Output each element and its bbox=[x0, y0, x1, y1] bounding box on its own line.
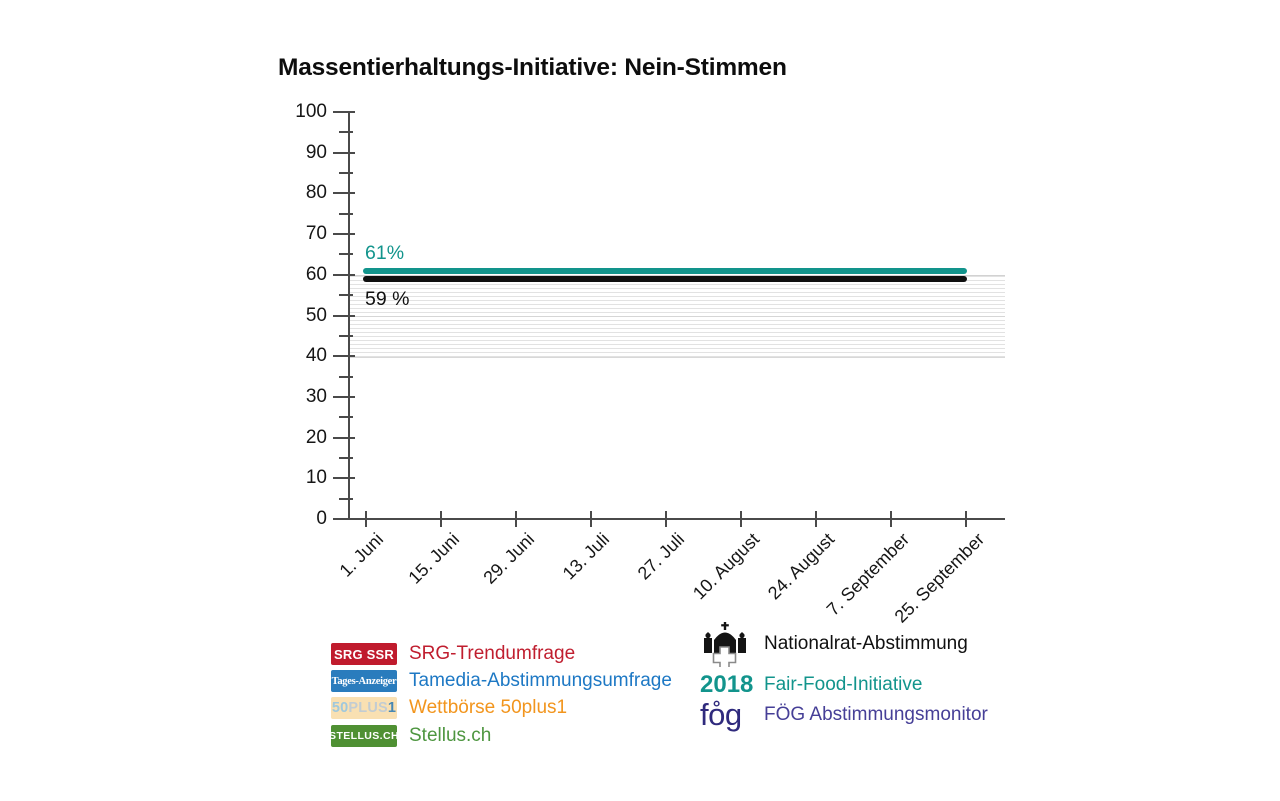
bundeshaus-icon bbox=[700, 621, 750, 670]
50plus1-logo-part2: PLUS bbox=[348, 700, 388, 716]
y-minor-tick bbox=[339, 375, 353, 378]
legend-label-nationalrat: Nationalrat-Abstimmung bbox=[764, 633, 968, 654]
y-minor-tick bbox=[339, 172, 353, 175]
x-tick bbox=[364, 511, 367, 527]
x-tick-label: 27. Juli bbox=[633, 529, 689, 584]
legend-row-srg: SRG SSR SRG-Trendumfrage bbox=[331, 643, 575, 665]
y-tick-label: 30 bbox=[305, 385, 327, 407]
legend-row-tamedia: Tages-Anzeiger Tamedia-Abstimmungsumfrag… bbox=[331, 670, 672, 692]
y-tick-label: 100 bbox=[295, 101, 327, 122]
series-line-59 bbox=[363, 275, 967, 282]
series-line-61 bbox=[363, 267, 967, 274]
chart-title: Massentierhaltungs-Initiative: Nein-Stim… bbox=[278, 54, 787, 81]
band-mid-line bbox=[350, 315, 1005, 317]
y-major-tick bbox=[333, 314, 355, 317]
x-tick bbox=[514, 511, 517, 527]
foeg-logo: fo̊g bbox=[700, 697, 742, 732]
y-tick-label: 10 bbox=[305, 467, 327, 489]
y-minor-tick bbox=[339, 497, 353, 500]
x-tick-label: 13. Juli bbox=[558, 529, 613, 584]
y-tick-label: 0 bbox=[316, 508, 327, 529]
x-tick bbox=[740, 511, 742, 527]
y-minor-tick bbox=[339, 456, 353, 459]
x-tick bbox=[815, 511, 818, 527]
y-minor-tick bbox=[339, 294, 353, 297]
y-minor-tick bbox=[339, 131, 353, 134]
legend-label-50plus1: Wettbörse 50plus1 bbox=[409, 697, 568, 718]
y-minor-tick bbox=[339, 334, 353, 337]
y-tick-label: 50 bbox=[305, 304, 327, 326]
y-tick-label: 60 bbox=[305, 263, 327, 285]
y-tick-label: 40 bbox=[305, 345, 327, 367]
legend-label-srg: SRG-Trendumfrage bbox=[409, 643, 576, 664]
x-tick bbox=[965, 511, 968, 527]
legend-row-50plus1: 50 PLUS 1 Wettbörse 50plus1 bbox=[331, 697, 567, 719]
y-tick-label: 80 bbox=[305, 182, 327, 204]
x-tick-label: 1. Juni bbox=[335, 529, 388, 581]
50plus1-logo-part1: 50 bbox=[331, 700, 349, 716]
legend-row-fairfood: 2018 Fair-Food-Initiative bbox=[700, 671, 922, 699]
y-major-tick bbox=[333, 233, 355, 236]
legend-row-foeg: fo̊g FÖG Abstimmungsmonitor bbox=[700, 699, 988, 730]
y-major-tick bbox=[333, 436, 355, 439]
y-major-tick bbox=[333, 395, 355, 398]
y-major-tick bbox=[333, 192, 355, 195]
y-minor-tick bbox=[339, 253, 353, 256]
tages-anzeiger-logo: Tages-Anzeiger bbox=[331, 670, 397, 692]
legend-label-foeg: FÖG Abstimmungsmonitor bbox=[764, 703, 988, 725]
x-tick-label: 29. Juni bbox=[479, 529, 538, 588]
y-tick-label: 20 bbox=[305, 426, 327, 448]
y-major-tick bbox=[333, 518, 355, 520]
x-tick bbox=[589, 511, 592, 527]
x-tick-label: 15. Juni bbox=[404, 529, 463, 588]
y-major-tick bbox=[333, 273, 355, 276]
series-value-label: 61% bbox=[365, 241, 405, 264]
y-tick-label: 70 bbox=[305, 223, 327, 245]
50plus1-logo: 50 PLUS 1 bbox=[331, 697, 397, 719]
50plus1-logo-part3: 1 bbox=[387, 700, 397, 716]
series-value-label: 59 % bbox=[365, 287, 410, 310]
stellus-logo: STELLUS.CH bbox=[329, 725, 399, 747]
legend-label-fairfood: Fair-Food-Initiative bbox=[764, 674, 923, 695]
year-2018-badge: 2018 bbox=[700, 671, 754, 698]
legend-label-stellus: Stellus.ch bbox=[409, 725, 492, 746]
x-axis bbox=[349, 518, 1005, 520]
y-major-tick bbox=[333, 477, 355, 480]
y-tick-label: 90 bbox=[305, 141, 327, 163]
x-tick-label: 10. August bbox=[688, 529, 764, 604]
srg-ssr-logo: SRG SSR bbox=[331, 643, 397, 665]
y-minor-tick bbox=[339, 212, 353, 215]
y-major-tick bbox=[333, 355, 355, 358]
x-tick bbox=[439, 511, 442, 527]
y-major-tick bbox=[333, 111, 355, 113]
legend-row-nationalrat: Nationalrat-Abstimmung bbox=[700, 621, 968, 670]
x-tick bbox=[664, 511, 667, 527]
x-tick-label: 24. August bbox=[763, 529, 839, 604]
legend-row-stellus: STELLUS.CH Stellus.ch bbox=[329, 725, 492, 747]
y-minor-tick bbox=[339, 416, 353, 419]
legend-label-tamedia: Tamedia-Abstimmungsumfrage bbox=[409, 670, 672, 691]
y-major-tick bbox=[333, 151, 355, 154]
x-tick bbox=[890, 511, 893, 527]
